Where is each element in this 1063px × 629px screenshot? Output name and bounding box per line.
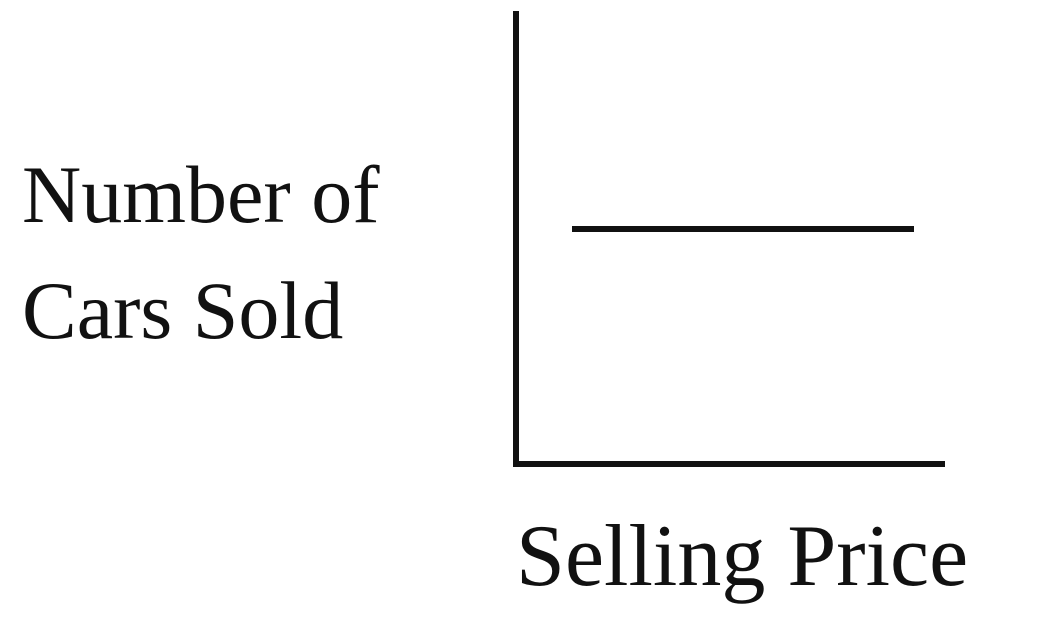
y-axis-title: Number of Cars Sold: [22, 149, 380, 356]
y-axis-title-line-1: Number of: [22, 149, 380, 240]
x-axis-title: Selling Price: [516, 508, 968, 605]
y-axis-title-line-2: Cars Sold: [22, 265, 343, 356]
